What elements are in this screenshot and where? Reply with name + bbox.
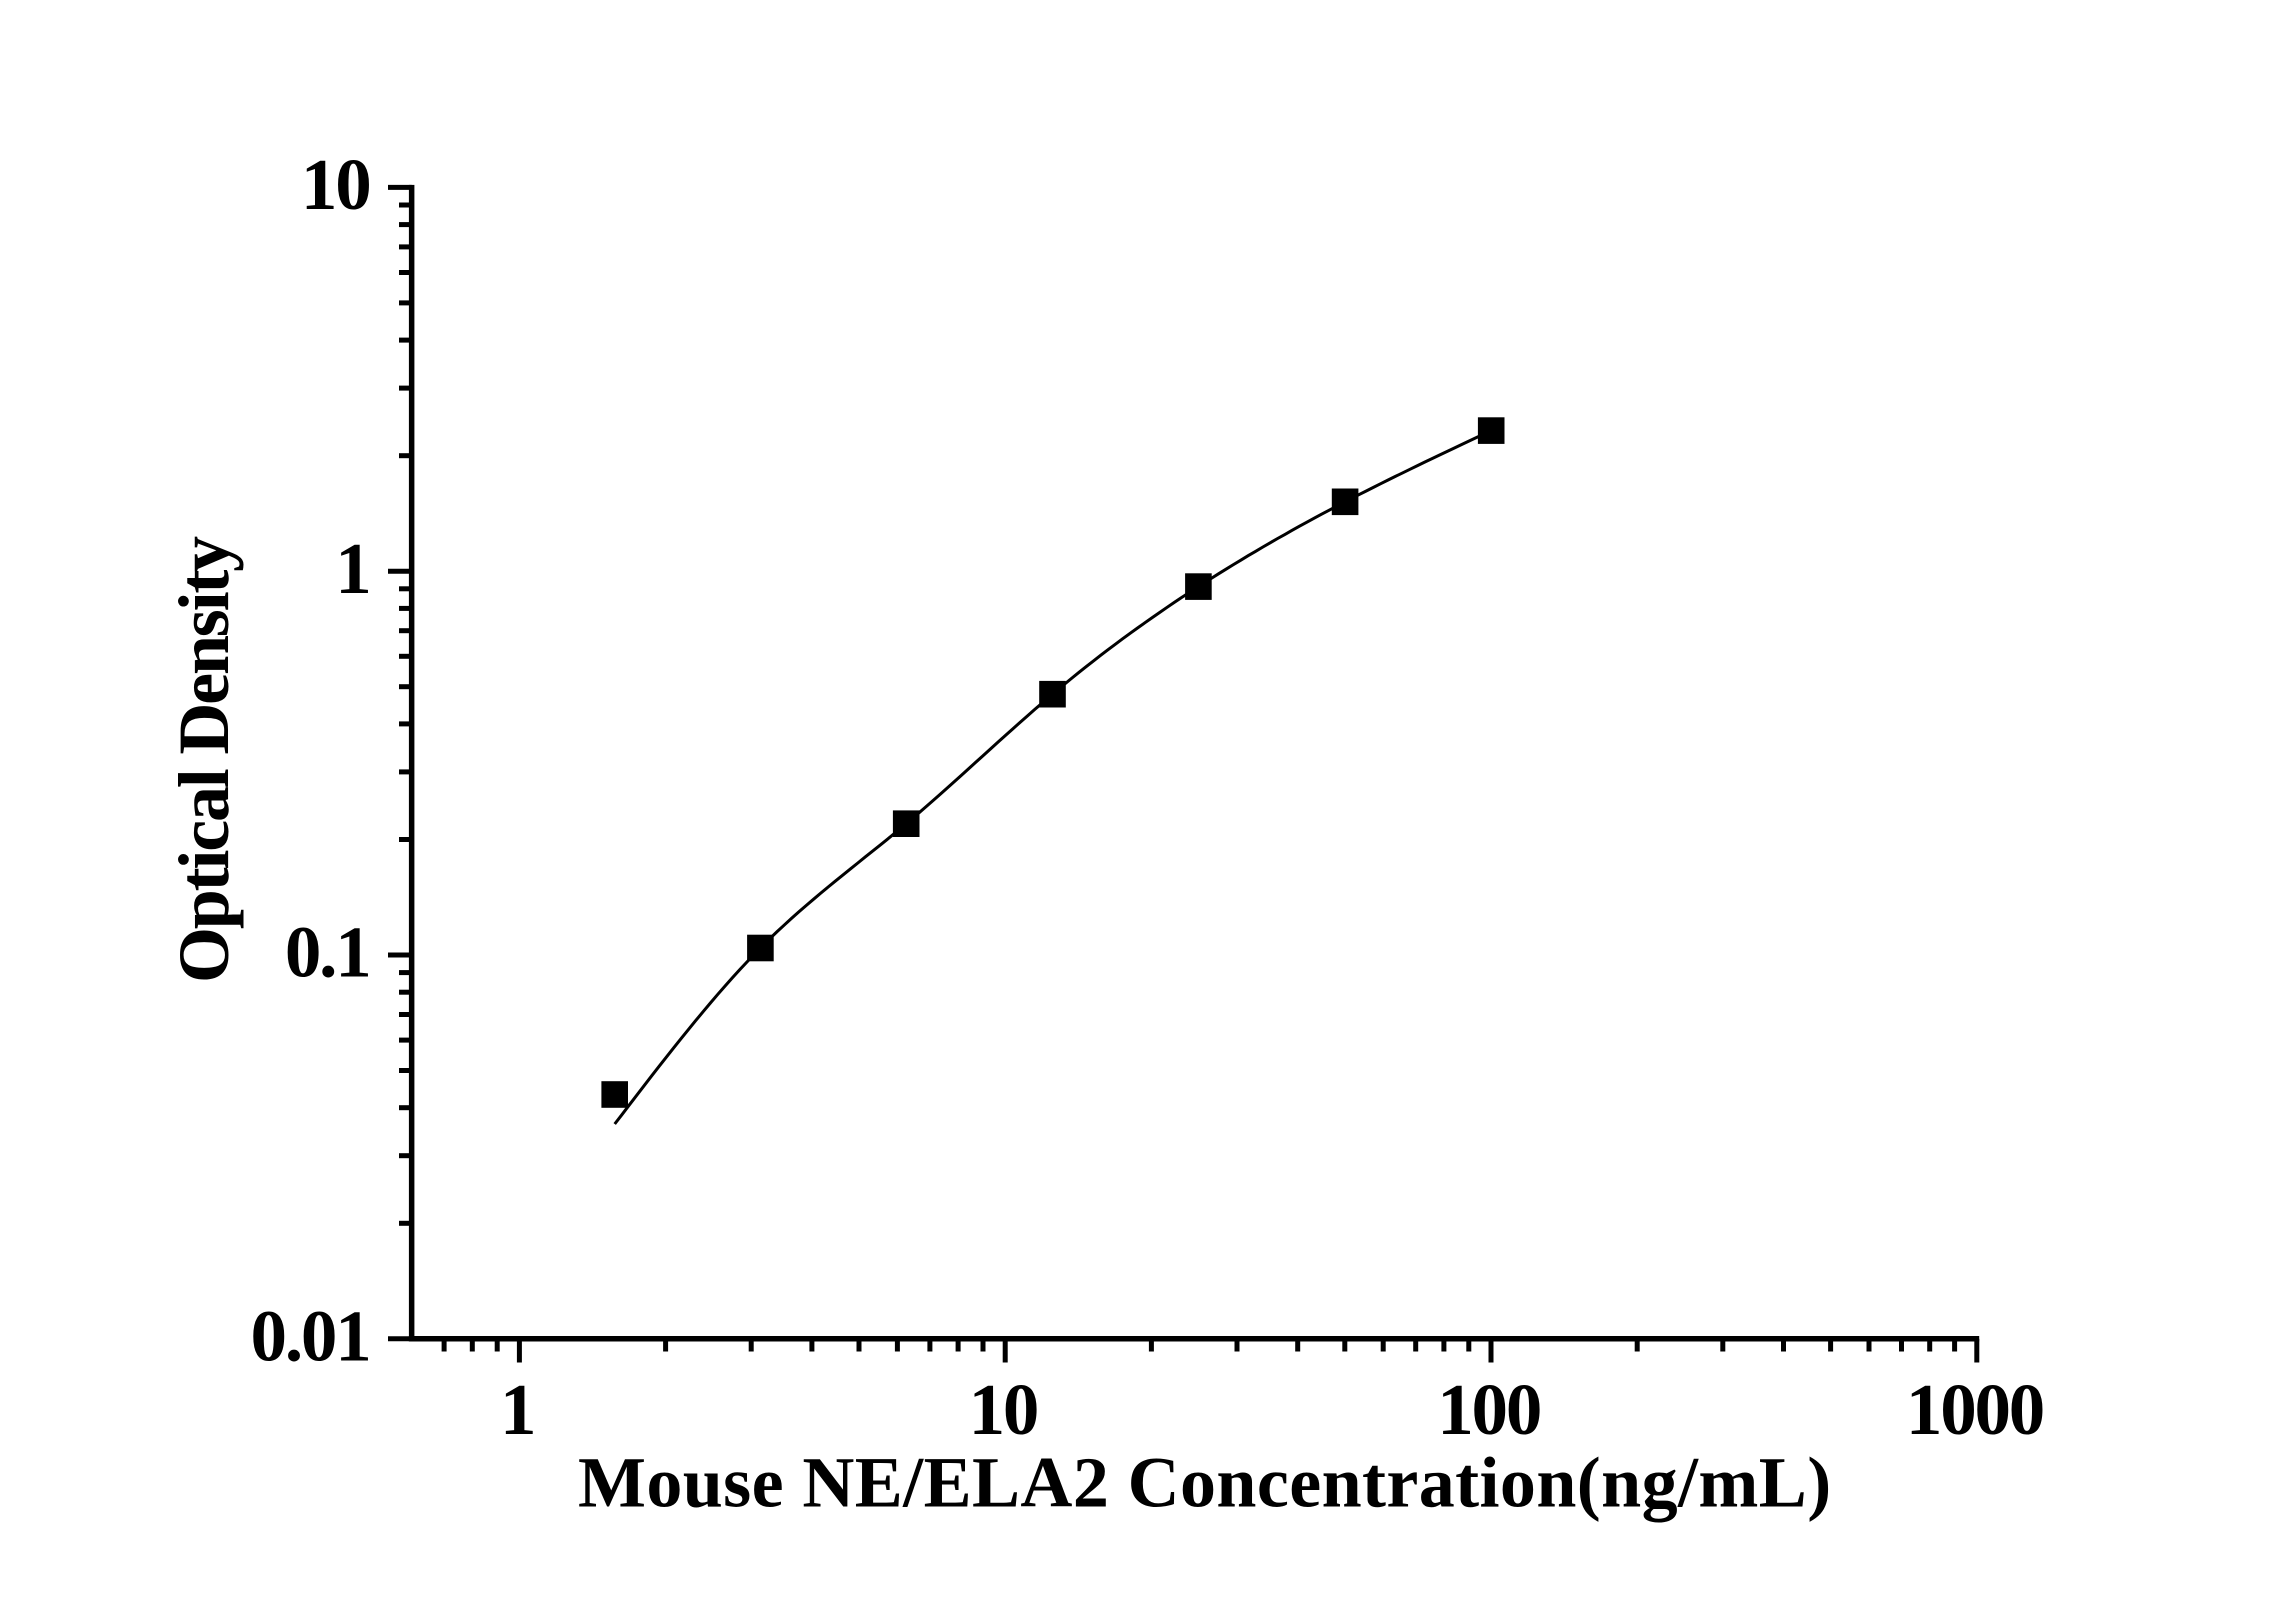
svg-text:0.01: 0.01 bbox=[251, 1296, 370, 1377]
svg-text:1000: 1000 bbox=[1906, 1369, 2043, 1450]
svg-text:1: 1 bbox=[500, 1369, 534, 1450]
svg-text:1: 1 bbox=[335, 528, 369, 609]
svg-text:Mouse NE/ELA2 Concentration(ng: Mouse NE/ELA2 Concentration(ng/mL) bbox=[578, 1443, 1832, 1523]
svg-text:100: 100 bbox=[1437, 1369, 1540, 1450]
svg-text:Optical Density: Optical Density bbox=[164, 536, 244, 983]
svg-text:0.1: 0.1 bbox=[285, 912, 370, 993]
svg-text:10: 10 bbox=[969, 1369, 1038, 1450]
svg-text:10: 10 bbox=[301, 144, 370, 225]
